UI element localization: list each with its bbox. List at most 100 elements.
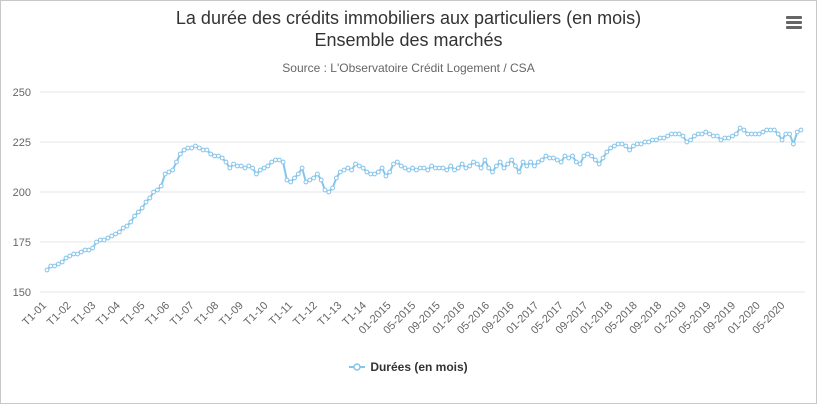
data-point — [497, 159, 503, 165]
data-point — [455, 165, 461, 171]
data-point — [44, 267, 50, 273]
data-point — [158, 183, 164, 189]
data-point — [216, 153, 221, 159]
data-point — [196, 145, 202, 151]
data-point — [307, 177, 313, 183]
data-point — [570, 153, 575, 159]
data-point — [714, 133, 720, 139]
data-point — [752, 131, 758, 137]
data-point — [520, 159, 526, 165]
data-point — [653, 137, 659, 143]
data-point — [467, 163, 473, 169]
data-point — [444, 167, 450, 173]
x-tick-label: T1-10 — [242, 300, 271, 329]
data-point — [665, 133, 671, 139]
data-point — [368, 171, 374, 177]
data-point — [600, 155, 606, 161]
data-point — [634, 141, 640, 147]
data-point — [539, 157, 545, 163]
data-point — [151, 189, 157, 195]
data-point — [566, 155, 572, 161]
data-point — [657, 135, 663, 141]
data-point — [372, 171, 377, 177]
data-point — [692, 133, 697, 139]
data-point — [478, 165, 484, 171]
data-point — [273, 157, 278, 163]
data-point — [311, 175, 317, 181]
data-point — [798, 127, 804, 133]
data-point — [379, 165, 385, 171]
data-point — [604, 149, 610, 155]
data-point — [166, 169, 172, 175]
x-tick-label: T1-01 — [20, 300, 49, 329]
data-point — [63, 255, 69, 261]
data-point — [433, 165, 438, 171]
data-point — [661, 135, 667, 141]
data-point — [707, 131, 712, 137]
data-point — [334, 175, 339, 181]
data-point — [551, 155, 556, 161]
data-point — [113, 231, 118, 237]
data-point — [577, 161, 583, 167]
data-point — [509, 157, 515, 163]
x-tick-label: T1-08 — [193, 300, 222, 329]
data-point — [120, 225, 126, 231]
data-point — [528, 159, 533, 165]
data-point — [75, 251, 80, 257]
data-point — [593, 157, 598, 163]
x-tick-label: T1-13 — [316, 300, 345, 329]
hamburger-menu-icon[interactable] — [783, 12, 805, 32]
data-point — [406, 167, 412, 173]
data-point — [486, 165, 492, 171]
data-point — [463, 165, 469, 171]
legend-label: Durées (en mois) — [370, 360, 468, 374]
data-point — [181, 147, 187, 153]
data-point — [448, 163, 454, 169]
x-tick-label: T1-11 — [267, 300, 295, 328]
data-point — [356, 163, 362, 169]
data-point — [474, 161, 480, 167]
data-point — [532, 163, 537, 169]
data-point — [276, 157, 282, 163]
data-point — [699, 131, 705, 137]
data-point — [242, 165, 248, 171]
legend-item-durees[interactable]: Durées (en mois) — [349, 360, 468, 374]
x-tick-label: T1-12 — [291, 300, 320, 329]
data-point — [391, 161, 396, 167]
x-tick-label: T1-06 — [143, 300, 172, 329]
data-point — [398, 163, 404, 169]
data-point — [684, 139, 690, 145]
data-point — [208, 151, 214, 157]
data-point — [794, 129, 800, 135]
data-point — [67, 253, 73, 259]
data-point — [78, 249, 84, 255]
data-point — [650, 137, 655, 143]
data-point — [318, 177, 324, 183]
data-point — [791, 141, 796, 147]
data-point — [543, 153, 549, 159]
data-point — [516, 169, 522, 175]
data-point — [219, 155, 225, 161]
data-point — [227, 165, 233, 171]
data-point — [471, 159, 476, 165]
data-point — [117, 229, 122, 235]
data-point — [193, 143, 198, 149]
data-point — [105, 235, 111, 241]
data-point — [554, 157, 560, 163]
x-tick-label: T1-04 — [94, 300, 123, 329]
data-point — [573, 159, 579, 165]
data-point — [623, 143, 629, 149]
data-point — [436, 165, 442, 171]
data-point — [162, 171, 168, 177]
data-point — [414, 167, 419, 173]
data-point — [59, 259, 65, 265]
data-point — [501, 165, 507, 171]
legend: Durées (en mois) — [0, 360, 817, 378]
x-tick-label: T1-07 — [168, 300, 197, 329]
data-point — [136, 209, 141, 215]
data-point — [284, 177, 290, 183]
data-point — [672, 131, 678, 137]
data-point — [250, 165, 256, 171]
data-point — [139, 205, 145, 211]
